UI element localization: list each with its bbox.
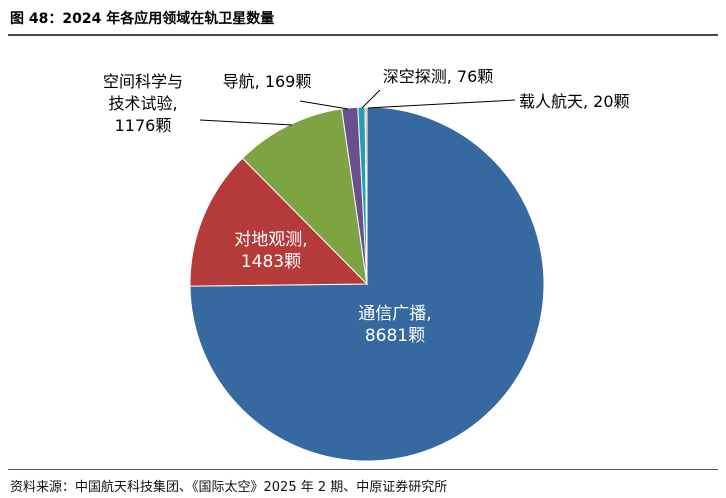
slice-label: 空间科学与技术试验, 1176颗: [103, 72, 183, 135]
slice-label: 导航, 169颗: [223, 72, 312, 91]
slice-label: 深空探测, 76颗: [383, 67, 494, 86]
source-note: 资料来源：中国航天科技集团、《国际太空》2025 年 2 期、中原证券研究所: [10, 480, 448, 495]
slice-label: 对地观测, 1483颗: [234, 230, 307, 272]
slice-label: 载人航天, 20颗: [519, 92, 630, 111]
leader-line: [367, 99, 516, 109]
top-rule: [8, 34, 718, 36]
pie-slice: [189, 157, 369, 287]
leader-line: [299, 100, 349, 110]
bottom-rule: [8, 469, 718, 470]
leader-line: [199, 119, 293, 126]
pie-slice: [364, 106, 368, 285]
slice-label: 通信广播, 8681颗: [358, 304, 431, 346]
pie-slice: [189, 106, 545, 462]
figure-title: 图 48：2024 年各应用领域在轨卫星数量: [10, 11, 275, 27]
leader-line: [361, 89, 381, 109]
pie-slice: [241, 108, 368, 286]
